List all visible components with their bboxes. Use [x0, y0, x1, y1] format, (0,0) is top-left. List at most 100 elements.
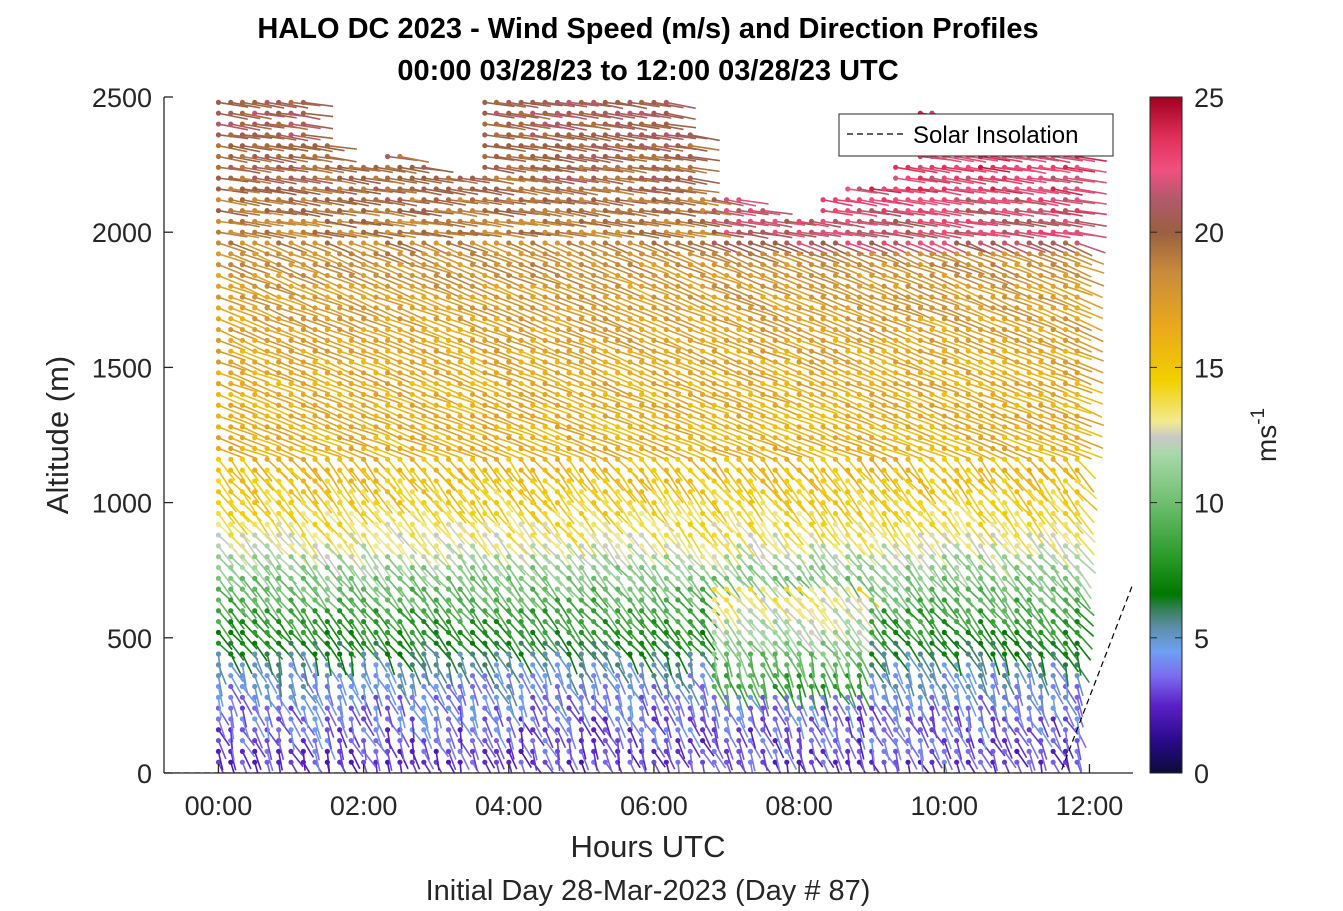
wind-barb-dot	[215, 272, 222, 279]
wind-barb-dot	[384, 197, 391, 203]
wind-barb	[629, 155, 660, 162]
wind-barb-dot	[337, 554, 343, 560]
wind-barb-dot	[591, 737, 597, 744]
wind-barb	[568, 642, 583, 662]
wind-barb-dot	[615, 489, 621, 495]
wind-barb-dot	[675, 272, 681, 279]
wind-barb	[544, 707, 550, 729]
wind-barb	[484, 372, 513, 383]
wind-barb	[713, 610, 729, 634]
wind-barb	[677, 729, 686, 750]
wind-barb	[581, 317, 608, 331]
wind-barb-dot	[445, 207, 452, 214]
wind-barb-dot	[663, 500, 669, 506]
wind-barb	[399, 415, 427, 427]
wind-barb-dot	[409, 283, 415, 289]
wind-barb	[423, 545, 441, 567]
wind-barb	[556, 599, 571, 620]
wind-barb	[556, 491, 573, 515]
wind-barb-dot	[699, 618, 706, 625]
wind-barb-dot	[627, 597, 633, 603]
wind-barb	[435, 317, 463, 330]
wind-barb-dot	[542, 305, 548, 311]
wind-barb	[544, 209, 574, 217]
wind-barb	[520, 502, 540, 524]
wind-barb-dot	[288, 759, 294, 765]
wind-barb-dot	[651, 164, 657, 170]
wind-barb-dot	[288, 694, 294, 700]
wind-barb	[532, 664, 544, 684]
wind-barb	[713, 361, 740, 375]
wind-barb	[593, 491, 613, 512]
wind-barb-dot	[397, 651, 403, 657]
wind-barb	[327, 307, 354, 320]
wind-barb	[242, 209, 272, 215]
wind-barb	[677, 361, 704, 374]
wind-barb-dot	[591, 197, 597, 203]
wind-barb-dot	[433, 564, 439, 571]
wind-barb	[568, 545, 586, 566]
wind-barb-dot	[361, 737, 367, 744]
wind-barb	[496, 123, 526, 131]
wind-barb-dot	[373, 186, 379, 192]
wind-barb-dot	[482, 456, 488, 462]
wind-barb-dot	[300, 640, 306, 646]
wind-barb-dot	[687, 683, 693, 690]
wind-barb	[303, 144, 333, 153]
wind-barb-dot	[554, 240, 561, 246]
wind-barb-dot	[493, 532, 500, 538]
wind-barb-dot	[324, 316, 330, 322]
wind-barb	[580, 491, 600, 513]
wind-barb-dot	[711, 348, 717, 354]
wind-barb	[593, 361, 621, 372]
wind-barb	[230, 177, 261, 184]
wind-barb-dot	[239, 629, 245, 635]
wind-barb-dot	[530, 651, 536, 657]
wind-barb-dot	[348, 532, 354, 538]
wind-barb-dot	[252, 554, 258, 560]
wind-barb	[339, 426, 366, 438]
wind-barb-dot	[276, 651, 282, 657]
wind-barb-dot	[373, 283, 379, 289]
wind-barb	[520, 426, 547, 439]
wind-barb	[423, 502, 441, 525]
wind-barb-dot	[711, 326, 717, 333]
wind-barb	[278, 134, 309, 142]
wind-barb	[641, 220, 672, 227]
wind-barb-dot	[300, 532, 306, 538]
wind-barb	[653, 469, 670, 493]
wind-barb-dot	[554, 510, 561, 517]
wind-barb	[314, 480, 334, 503]
wind-barb-dot	[566, 575, 572, 581]
wind-barb-dot	[300, 510, 306, 517]
wind-barb	[266, 177, 297, 185]
wind-barb-dot	[361, 413, 367, 419]
wind-barb-dot	[228, 478, 234, 484]
wind-barb	[495, 621, 512, 639]
wind-barb-dot	[384, 727, 391, 733]
wind-barb-dot	[228, 586, 234, 592]
wind-barb-dot	[409, 521, 415, 527]
wind-barb-dot	[651, 705, 657, 711]
wind-barb	[254, 436, 281, 448]
wind-barb	[242, 415, 268, 429]
wind-barb	[387, 188, 417, 194]
wind-barb-dot	[239, 251, 245, 257]
wind-barb-dot	[300, 478, 306, 484]
wind-barb	[689, 361, 716, 373]
wind-barb-dot	[675, 575, 681, 581]
wind-barb-dot	[699, 218, 706, 224]
wind-barb-dot	[639, 381, 645, 387]
wind-barb-dot	[457, 489, 463, 495]
wind-barb	[314, 534, 334, 555]
wind-barb	[616, 729, 625, 750]
wind-barb-dot	[421, 316, 427, 322]
wind-barb-dot	[276, 705, 282, 711]
wind-barb-dot	[457, 359, 463, 365]
wind-barb-dot	[312, 575, 318, 581]
wind-barb-dot	[554, 435, 561, 441]
wind-barb-dot	[252, 694, 258, 700]
wind-barb	[580, 567, 596, 589]
wind-barb-dot	[493, 759, 500, 765]
wind-barb-dot	[530, 467, 536, 473]
